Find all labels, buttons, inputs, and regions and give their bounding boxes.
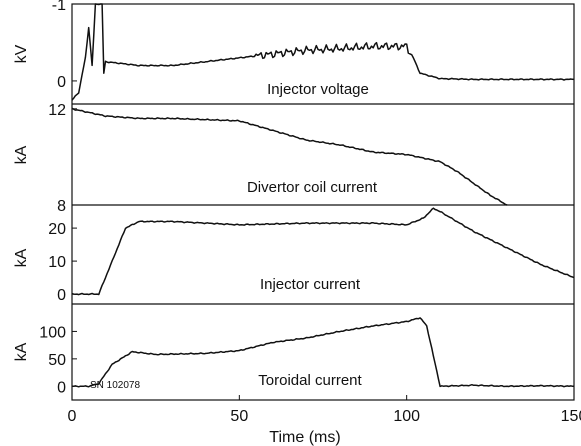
panel-1: -1 0 kV Injector voltage [13, 0, 575, 101]
series-label: Toroidal current [258, 372, 362, 389]
series-line-4 [71, 317, 575, 388]
shot-number-label: SN 102078 [90, 380, 140, 391]
x-axis-label: Time (ms) [269, 429, 340, 446]
y-tick-label: 0 [57, 74, 66, 91]
x-axis: 0 50 100 150 [68, 395, 581, 425]
y-axis-unit: kA [13, 145, 30, 164]
x-tick-label: 150 [561, 408, 581, 425]
y-tick-label: 50 [48, 352, 66, 369]
y-tick-label: -1 [52, 0, 66, 14]
series-label: Divertor coil current [247, 179, 378, 196]
panels-layer: -1 0 kV Injector voltage 12 8 kA Divertor coil … [13, 0, 575, 401]
y-axis-unit: kV [13, 44, 30, 63]
plot-frame [71, 3, 575, 401]
x-tick-label: 50 [230, 408, 248, 425]
y-tick-label: 12 [48, 102, 66, 119]
y-tick-label: 0 [57, 287, 66, 304]
y-tick-label: 0 [57, 379, 66, 396]
series-line-3 [71, 207, 575, 296]
x-tick-label: 100 [393, 408, 420, 425]
y-axis-unit: kA [13, 342, 30, 361]
y-tick-label: 10 [48, 254, 66, 271]
y-tick-label: 8 [57, 198, 66, 215]
series-line-1 [71, 3, 575, 101]
y-axis-unit: kA [13, 248, 30, 267]
series-label: Injector voltage [267, 81, 369, 98]
y-tick-label: 100 [39, 324, 66, 341]
panel-4: 100 50 0 kA Toroidal current [13, 303, 575, 396]
series-line-2 [71, 107, 508, 206]
panel-3: 20 10 0 kA Injector current [13, 204, 575, 304]
y-tick-label: 20 [48, 221, 66, 238]
x-tick-label: 0 [68, 408, 77, 425]
series-label: Injector current [260, 276, 361, 293]
panel-2: 12 8 kA Divertor coil current [13, 102, 574, 215]
